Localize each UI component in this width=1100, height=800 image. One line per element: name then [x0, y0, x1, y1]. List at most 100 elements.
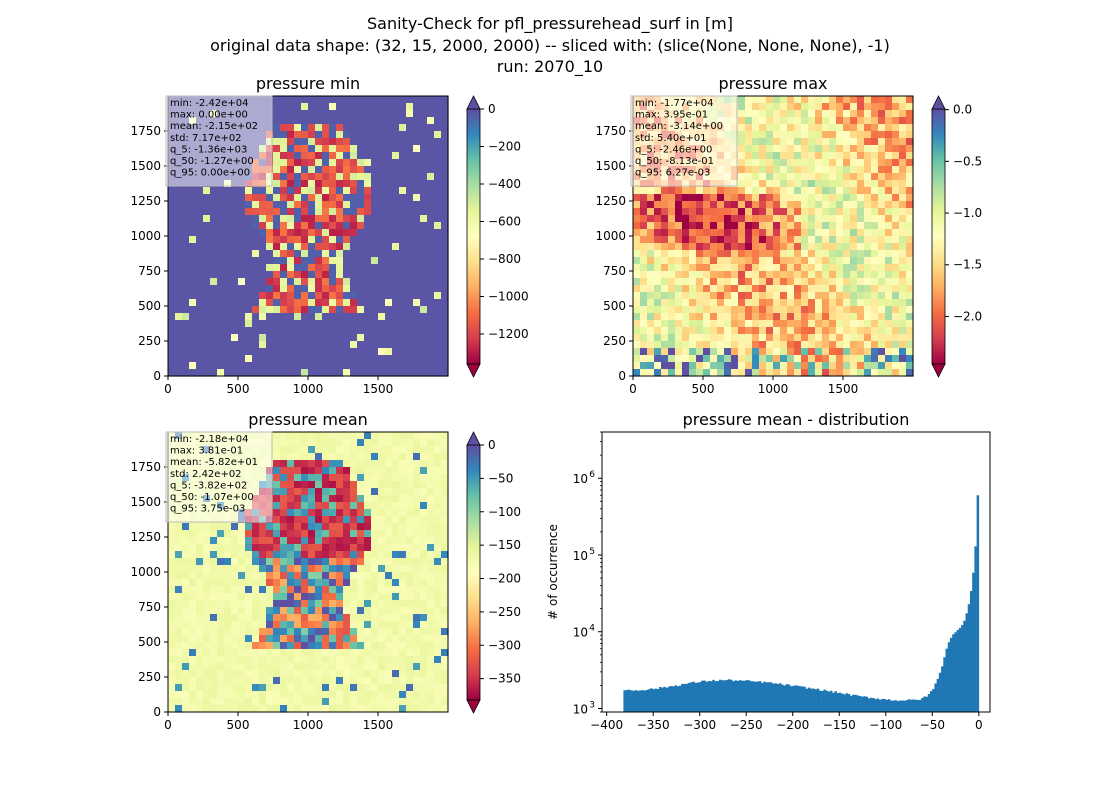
heatmap-cell	[406, 201, 414, 209]
heatmap-cell	[441, 607, 449, 615]
heatmap-cell	[357, 152, 365, 160]
heatmap-cell	[280, 565, 288, 573]
heatmap-cell	[413, 285, 421, 293]
heatmap-cell	[273, 565, 281, 573]
heatmap-cell	[385, 453, 393, 461]
heatmap-cell	[731, 187, 739, 195]
heatmap-cell	[280, 201, 288, 209]
heatmap-cell	[752, 334, 760, 342]
x-tick-label: 1500	[363, 718, 394, 732]
heatmap-cell	[892, 180, 900, 188]
heatmap-cell	[259, 537, 267, 545]
heatmap-cell	[829, 285, 837, 293]
heatmap-cell	[836, 306, 844, 314]
heatmap-cell	[273, 502, 281, 510]
heatmap-cell	[427, 537, 435, 545]
colorbar-tick-label: −350	[488, 672, 521, 686]
heatmap-cell	[224, 537, 232, 545]
heatmap-cell	[315, 558, 323, 566]
heatmap-cell	[357, 138, 365, 146]
heatmap-cell	[836, 299, 844, 307]
heatmap-cell	[801, 103, 809, 111]
heatmap-cell	[308, 306, 316, 314]
heatmap-cell	[850, 257, 858, 265]
heatmap-cell	[738, 334, 746, 342]
heatmap-cell	[815, 278, 823, 286]
heatmap-cell	[696, 236, 704, 244]
heatmap-cell	[392, 516, 400, 524]
heatmap-cell	[182, 544, 190, 552]
heatmap-cell	[399, 565, 407, 573]
heatmap-cell	[731, 201, 739, 209]
heatmap-cell	[294, 467, 302, 475]
heatmap-cell	[696, 292, 704, 300]
heatmap-cell	[287, 117, 295, 125]
heatmap-cell	[434, 264, 442, 272]
heatmap-cell	[899, 110, 907, 118]
heatmap-cell	[441, 684, 449, 692]
heatmap-cell	[420, 229, 428, 237]
heatmap-cell	[857, 180, 865, 188]
heatmap-cell	[385, 131, 393, 139]
heatmap-cell	[189, 250, 197, 258]
heatmap-cell	[371, 187, 379, 195]
heatmap-cell	[301, 572, 309, 580]
heatmap-cell	[773, 320, 781, 328]
heatmap-cell	[189, 264, 197, 272]
heatmap-cell	[787, 194, 795, 202]
heatmap-cell	[441, 523, 449, 531]
heatmap-cell	[857, 250, 865, 258]
heatmap-cell	[745, 264, 753, 272]
heatmap-cell	[654, 194, 662, 202]
heatmap-cell	[773, 250, 781, 258]
heatmap-cell	[392, 299, 400, 307]
heatmap-cell	[787, 110, 795, 118]
heatmap-cell	[203, 530, 211, 538]
heatmap-cell	[850, 341, 858, 349]
heatmap-cell	[196, 586, 204, 594]
heatmap-cell	[168, 635, 176, 643]
heatmap-cell	[406, 131, 414, 139]
heatmap-cell	[633, 194, 641, 202]
heatmap-cell	[287, 537, 295, 545]
heatmap-cell	[420, 208, 428, 216]
heatmap-cell	[350, 481, 358, 489]
heatmap-cell	[343, 110, 351, 118]
heatmap-cell	[189, 628, 197, 636]
heatmap-cell	[647, 334, 655, 342]
heatmap-cell	[661, 362, 669, 370]
heatmap-cell	[815, 201, 823, 209]
heatmap-cell	[336, 131, 344, 139]
heatmap-cell	[273, 537, 281, 545]
heatmap-cell	[745, 334, 753, 342]
heatmap-cell	[364, 600, 372, 608]
heatmap-cell	[273, 271, 281, 279]
heatmap-cell	[794, 355, 802, 363]
heatmap-cell	[238, 544, 246, 552]
heatmap-cell	[724, 292, 732, 300]
heatmap-cell	[287, 187, 295, 195]
heatmap-cell	[231, 243, 239, 251]
heatmap-cell	[308, 271, 316, 279]
heatmap-cell	[857, 285, 865, 293]
heatmap-cell	[294, 649, 302, 657]
heatmap-cell	[315, 173, 323, 181]
heatmap-cell	[280, 243, 288, 251]
heatmap-cell	[420, 593, 428, 601]
heatmap-cell	[357, 544, 365, 552]
heatmap-cell	[794, 229, 802, 237]
heatmap-cell	[850, 201, 858, 209]
heatmap-cell	[287, 579, 295, 587]
heatmap-cell	[675, 341, 683, 349]
heatmap-cell	[287, 299, 295, 307]
heatmap-cell	[640, 320, 648, 328]
heatmap-cell	[210, 670, 218, 678]
heatmap-cell	[217, 355, 225, 363]
heatmap-cell	[871, 152, 879, 160]
heatmap-cell	[640, 334, 648, 342]
heatmap-cell	[322, 642, 330, 650]
heatmap-cell	[315, 516, 323, 524]
heatmap-cell	[413, 628, 421, 636]
heatmap-cell	[308, 327, 316, 335]
heatmap-cell	[336, 355, 344, 363]
